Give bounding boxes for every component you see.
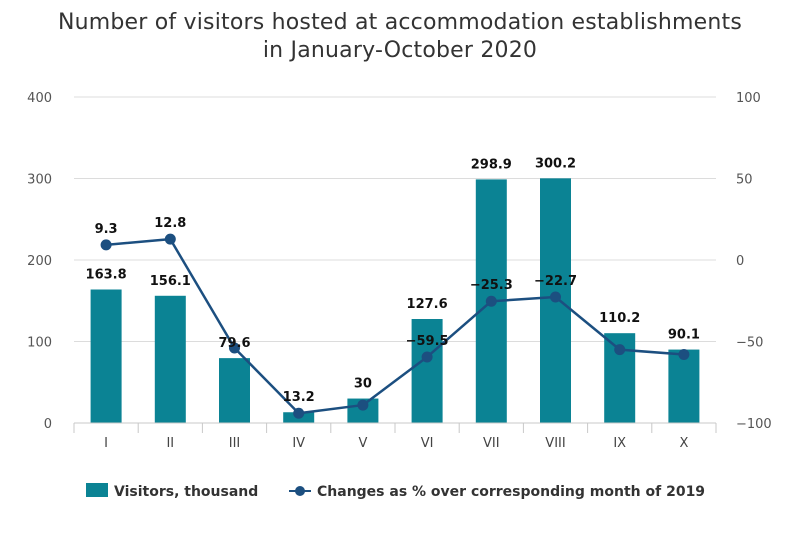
x-axis: I II III IV V VI VII VIII IX X xyxy=(73,422,717,451)
x-tick-label: IX xyxy=(613,436,626,451)
bar xyxy=(219,358,250,423)
legend-line-label: Changes as % over corresponding month of… xyxy=(317,484,705,500)
right-tick-label: 50 xyxy=(736,173,753,188)
line-value-label: −59.5 xyxy=(406,334,449,349)
legend: Visitors, thousand Changes as % over cor… xyxy=(86,483,705,500)
x-tick-label: X xyxy=(679,436,688,451)
bar-value-label: 298.9 xyxy=(471,157,512,172)
bar-value-label: 30 xyxy=(354,377,372,392)
line-point xyxy=(293,407,305,419)
bar xyxy=(90,289,122,423)
right-tick-label: −100 xyxy=(736,417,772,432)
left-tick-label: 200 xyxy=(27,254,52,269)
x-tick-label: VI xyxy=(421,436,434,451)
bar-value-label: 79.6 xyxy=(218,336,250,351)
data-labels: 163.8 156.1 79.6 13.2 30 127.6 298.9 300.2 110.2… xyxy=(86,156,700,405)
x-tick-label: VIII xyxy=(545,436,565,451)
line-value-label: 9.3 xyxy=(95,222,118,237)
chart-title-line-1: Number of visitors hosted at accommodati… xyxy=(57,10,743,35)
line-point xyxy=(614,344,626,356)
bar xyxy=(411,319,443,423)
bar-value-label: 127.6 xyxy=(407,297,448,312)
line-series xyxy=(100,233,690,419)
legend-bar-label: Visitors, thousand xyxy=(114,484,258,500)
right-tick-label: −50 xyxy=(736,336,763,351)
line-value-label: −25.3 xyxy=(470,278,513,293)
line-path xyxy=(105,237,684,415)
line-point xyxy=(229,342,240,354)
left-axis-ticks: 0 100 200 300 400 xyxy=(27,91,52,432)
bar-value-label: 300.2 xyxy=(535,156,576,171)
line-point xyxy=(421,351,433,363)
chart-title-line-2: in January-October 2020 xyxy=(262,38,538,63)
x-tick-label: VII xyxy=(483,436,500,451)
line-point xyxy=(550,291,561,303)
bar-value-label: 163.8 xyxy=(86,268,127,283)
x-tick-label: I xyxy=(104,436,108,451)
bar-value-label: 156.1 xyxy=(150,274,191,289)
x-tick-label: IV xyxy=(292,436,305,451)
left-tick-label: 400 xyxy=(27,91,52,106)
bar-series xyxy=(90,178,700,423)
right-tick-label: 100 xyxy=(736,91,761,106)
right-axis-ticks: −100 −50 0 50 100 xyxy=(736,91,772,432)
left-tick-label: 100 xyxy=(27,336,52,351)
bar-value-label: 90.1 xyxy=(668,328,700,343)
line-point xyxy=(357,399,369,411)
line-point xyxy=(678,349,690,361)
line-point xyxy=(100,239,112,251)
line-value-label: 12.8 xyxy=(154,216,186,231)
line-point xyxy=(485,295,497,307)
right-tick-label: 0 xyxy=(736,254,744,269)
bar xyxy=(154,295,186,423)
left-tick-label: 300 xyxy=(27,173,52,188)
legend-bar-swatch xyxy=(86,483,108,497)
bar-value-label: 110.2 xyxy=(599,311,640,326)
line-value-label: −22.7 xyxy=(534,274,577,289)
x-tick-label: III xyxy=(229,436,241,451)
left-tick-label: 0 xyxy=(44,417,52,432)
bar xyxy=(668,349,700,423)
x-tick-label: II xyxy=(166,436,174,451)
line-point xyxy=(164,233,176,245)
legend-line-marker xyxy=(295,486,305,496)
x-tick-label: V xyxy=(358,436,367,451)
bar-value-label: 13.2 xyxy=(283,390,315,405)
